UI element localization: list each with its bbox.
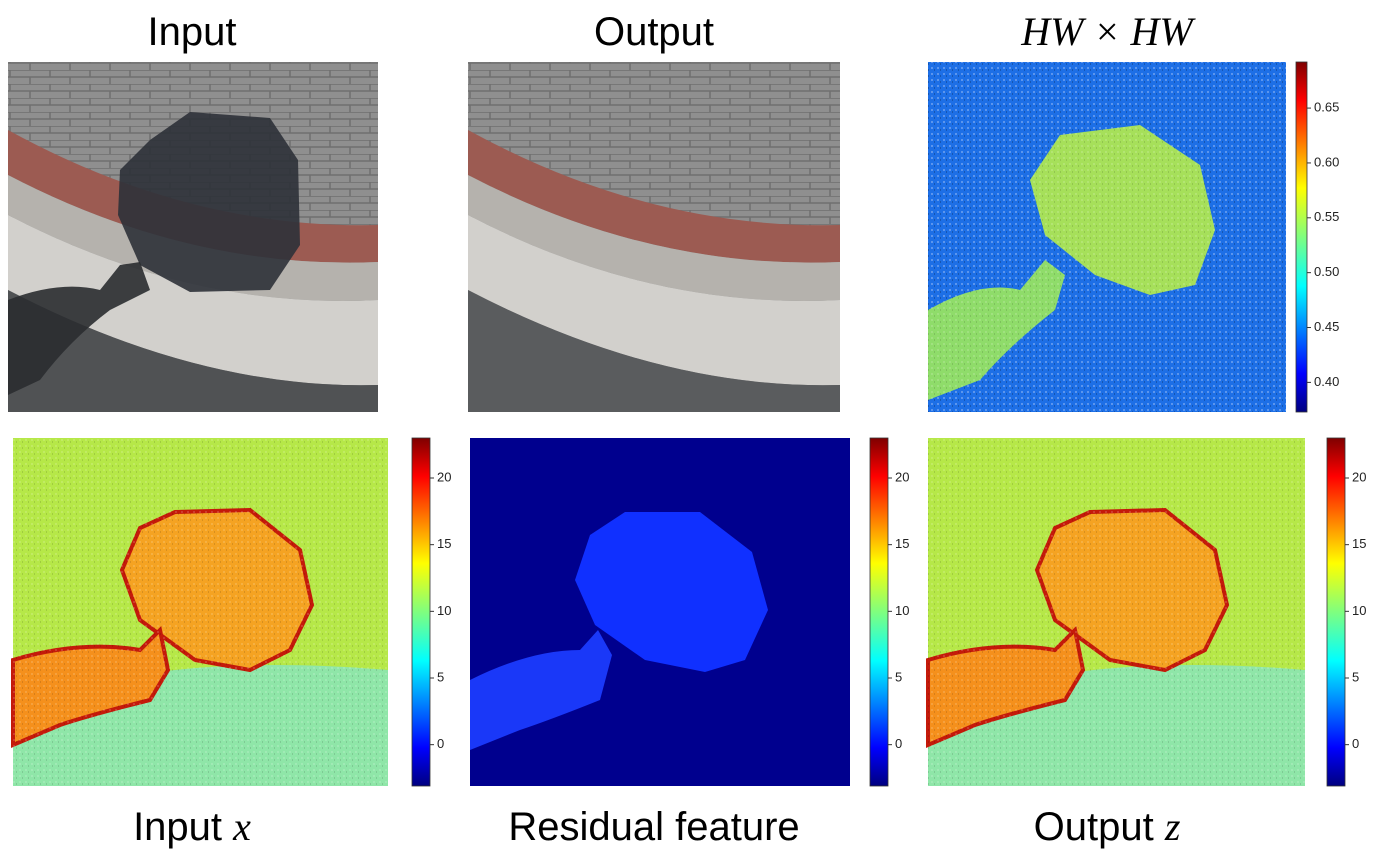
colorbar-tick-label: 0.60 xyxy=(1314,154,1339,169)
colorbar-tick-label: 0 xyxy=(895,736,902,751)
colorbar-tick-label: 10 xyxy=(1352,603,1366,618)
colorbar-tick-label: 15 xyxy=(437,536,451,551)
colorbar-tick-label: 20 xyxy=(1352,469,1366,484)
panel-title: Input xyxy=(148,10,237,54)
colorbar xyxy=(870,438,888,786)
colorbar-tick-label: 10 xyxy=(437,603,451,618)
panel-caption: Output z xyxy=(1034,804,1181,849)
output-heatmap xyxy=(928,438,1305,786)
input-photo xyxy=(8,62,378,412)
colorbar xyxy=(1296,62,1307,412)
colorbar-tick-label: 20 xyxy=(437,469,451,484)
colorbar-tick-label: 0.65 xyxy=(1314,100,1339,115)
residual-heatmap xyxy=(470,438,850,786)
panel-title: HW × HW xyxy=(1020,9,1196,54)
attention-heatmap xyxy=(928,62,1286,412)
caption-math: x xyxy=(232,804,251,849)
colorbar-tick-label: 5 xyxy=(1352,669,1359,684)
caption-text: Input xyxy=(133,805,222,849)
panel-caption: Residual feature xyxy=(508,805,799,849)
caption-text: Output xyxy=(1034,805,1154,849)
caption-text: Residual feature xyxy=(508,805,799,849)
colorbar-tick-label: 5 xyxy=(437,669,444,684)
colorbar-tick-label: 0.40 xyxy=(1314,374,1339,389)
caption-math: z xyxy=(1164,804,1181,849)
colorbar-tick-label: 0 xyxy=(1352,736,1359,751)
colorbar-tick-label: 0 xyxy=(437,736,444,751)
colorbar-tick-label: 0.45 xyxy=(1314,319,1339,334)
colorbar-tick-label: 0.50 xyxy=(1314,264,1339,279)
colorbar-tick-label: 15 xyxy=(1352,536,1366,551)
colorbar-tick-label: 15 xyxy=(895,536,909,551)
input-heatmap xyxy=(13,438,388,786)
colorbar-tick-label: 10 xyxy=(895,603,909,618)
panel-caption: Input x xyxy=(133,804,251,849)
colorbar xyxy=(1327,438,1345,786)
colorbar xyxy=(412,438,430,786)
colorbar-tick-label: 20 xyxy=(895,469,909,484)
colorbar-tick-label: 5 xyxy=(895,669,902,684)
colorbar-tick-label: 0.55 xyxy=(1314,209,1339,224)
output-photo xyxy=(468,62,840,412)
panel-title: Output xyxy=(594,10,714,54)
figure: Input Output HW × HW 0.40 0.45 0.50 0.55 0.60 0.… xyxy=(0,0,1373,855)
